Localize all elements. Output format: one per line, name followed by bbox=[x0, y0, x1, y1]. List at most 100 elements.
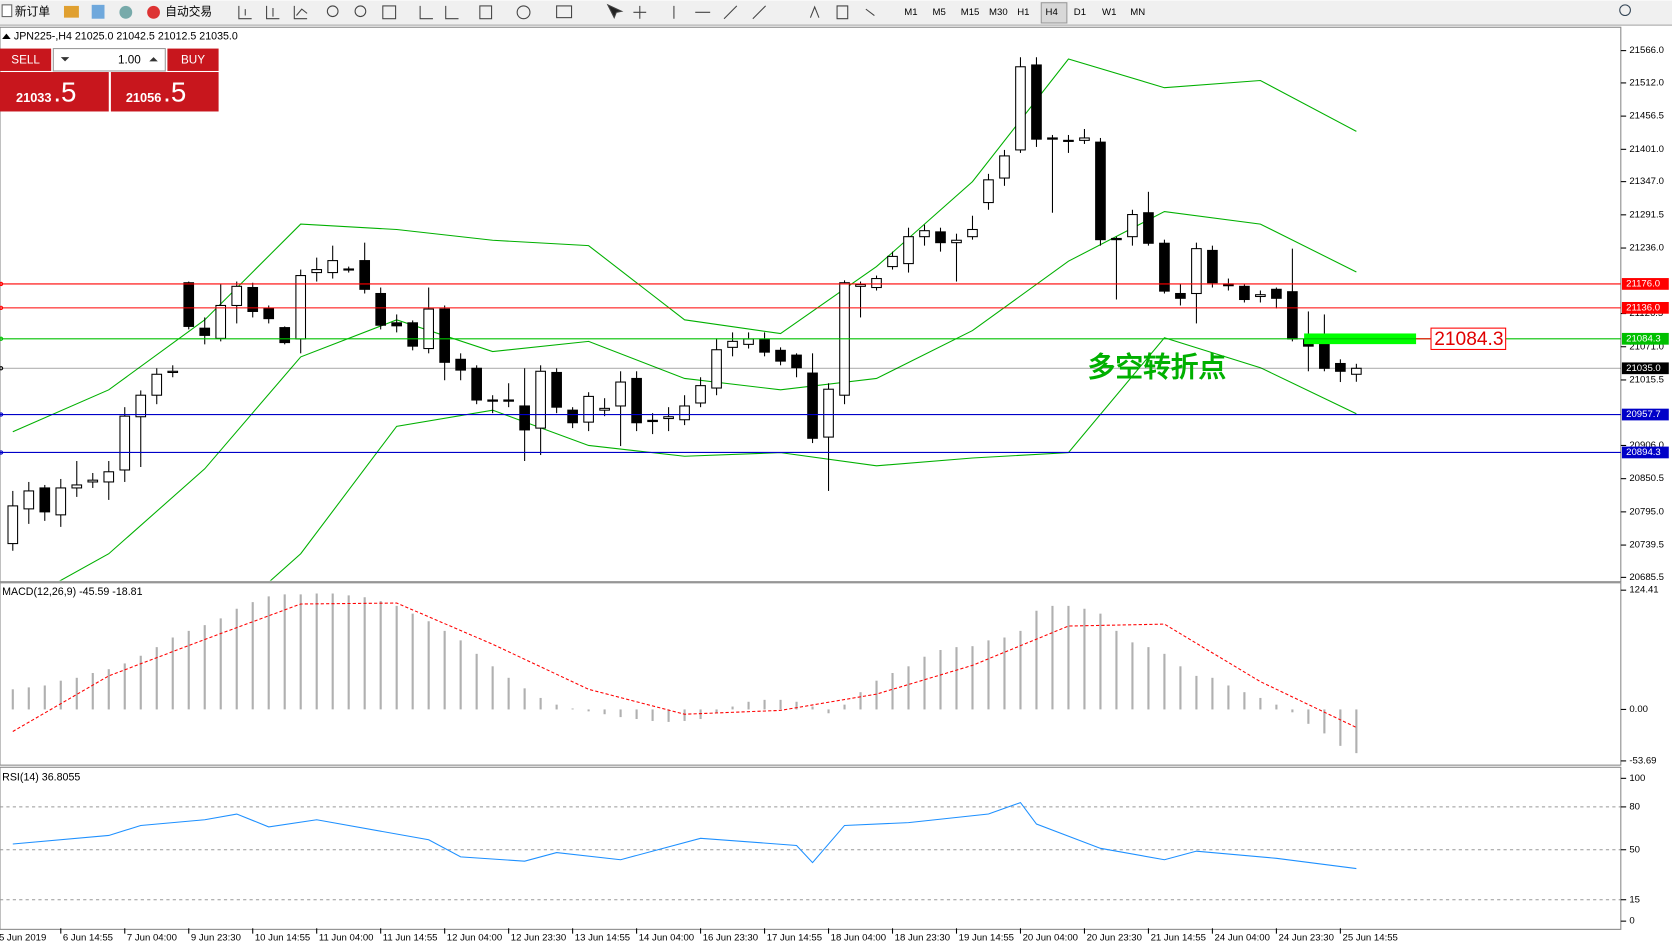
new-order-button[interactable]: 新订单 bbox=[15, 4, 50, 18]
candle-body bbox=[167, 370, 179, 374]
timeframe-button[interactable]: M30 bbox=[989, 7, 1008, 18]
candle-body bbox=[1111, 237, 1122, 241]
x-tick-label: 13 Jun 14:55 bbox=[575, 932, 630, 943]
candle-body bbox=[647, 419, 658, 423]
auto-trading-button[interactable]: 自动交易 bbox=[165, 4, 212, 18]
icon[interactable] bbox=[63, 5, 79, 18]
x-tick-label: 12 Jun 23:30 bbox=[511, 932, 566, 943]
timeframe-button[interactable]: H4 bbox=[1046, 7, 1059, 18]
candle-body bbox=[679, 405, 690, 421]
icon[interactable] bbox=[809, 5, 875, 20]
candle-body bbox=[407, 322, 418, 347]
candle-body bbox=[599, 407, 610, 411]
candle-body bbox=[1175, 292, 1186, 299]
sell-price[interactable]: 21033 bbox=[16, 90, 52, 105]
lot-input[interactable] bbox=[52, 48, 166, 72]
timeframe-button[interactable]: MN bbox=[1130, 7, 1145, 18]
sell-button[interactable] bbox=[0, 48, 52, 71]
icon[interactable] bbox=[119, 5, 133, 19]
chart-header: JPN225-,H4 21025.0 21042.5 21012.5 21035… bbox=[14, 31, 238, 43]
candle-body bbox=[727, 340, 738, 348]
collapse-icon[interactable] bbox=[2, 33, 11, 39]
icon[interactable] bbox=[1, 4, 13, 18]
level-anchor bbox=[0, 305, 4, 310]
lot-value[interactable]: 1.00 bbox=[118, 53, 141, 66]
candle-body bbox=[935, 231, 946, 244]
sell-fraction[interactable]: .5 bbox=[53, 77, 76, 108]
y-tick-label: -53.69 bbox=[1629, 755, 1656, 766]
rsi-panel bbox=[0, 766, 1622, 930]
level-anchor bbox=[0, 366, 4, 371]
icon[interactable] bbox=[238, 5, 252, 20]
candle-body bbox=[1095, 141, 1106, 241]
level-label: 20894.3 bbox=[1626, 447, 1661, 458]
y-tick-label: 21566.0 bbox=[1629, 45, 1664, 56]
timeframe-button[interactable]: M15 bbox=[961, 7, 980, 18]
candle-body bbox=[871, 278, 882, 289]
candle-body bbox=[311, 269, 323, 274]
candle-body bbox=[423, 308, 434, 350]
timeframe-button[interactable]: W1 bbox=[1102, 7, 1116, 18]
rsi-line bbox=[12, 801, 1357, 870]
timeframe-button[interactable]: M5 bbox=[933, 7, 946, 18]
candle-body bbox=[631, 377, 642, 424]
x-tick-label: 20 Jun 04:00 bbox=[1023, 932, 1078, 943]
icon[interactable] bbox=[293, 5, 308, 20]
buy-label[interactable]: BUY bbox=[181, 53, 205, 66]
level-label-bg bbox=[1621, 446, 1669, 459]
icon[interactable] bbox=[147, 5, 160, 19]
x-tick-label: 14 Jun 04:00 bbox=[639, 932, 694, 943]
icon[interactable] bbox=[91, 4, 105, 19]
candle-body bbox=[919, 230, 930, 238]
candle-body bbox=[215, 304, 227, 339]
marker-label-box bbox=[1430, 327, 1507, 350]
icon[interactable] bbox=[326, 5, 339, 18]
macd-panel bbox=[0, 582, 1622, 766]
buy-button[interactable] bbox=[167, 48, 219, 71]
candle-body bbox=[583, 395, 594, 423]
sell-label[interactable]: SELL bbox=[11, 53, 40, 66]
candle-body bbox=[439, 308, 450, 363]
icon[interactable] bbox=[266, 5, 280, 20]
y-tick-label: 21456.5 bbox=[1629, 111, 1664, 122]
icon[interactable] bbox=[419, 5, 459, 20]
timeframe-button[interactable]: D1 bbox=[1074, 7, 1086, 18]
candle-body bbox=[1335, 362, 1346, 372]
icon[interactable] bbox=[606, 3, 624, 19]
main-panel bbox=[0, 26, 1622, 583]
y-tick-label: 124.41 bbox=[1629, 585, 1658, 596]
annotation: 多空转折点 bbox=[1088, 350, 1227, 383]
x-tick-label: 9 Jun 23:30 bbox=[191, 932, 241, 943]
plot-area bbox=[7, 57, 1417, 581]
candle-body bbox=[1031, 64, 1042, 140]
x-tick-label: 12 Jun 04:00 bbox=[447, 932, 502, 943]
candle-body bbox=[615, 381, 626, 407]
buy-fraction[interactable]: .5 bbox=[163, 77, 186, 108]
icon[interactable] bbox=[556, 5, 573, 19]
icon[interactable] bbox=[516, 5, 531, 20]
search-icon[interactable] bbox=[1619, 4, 1631, 17]
candle-body bbox=[519, 405, 530, 431]
y-tick-label: 50 bbox=[1629, 844, 1640, 855]
timeframe-button[interactable]: M1 bbox=[904, 7, 917, 18]
buy-price[interactable]: 21056 bbox=[126, 90, 162, 105]
y-tick-label: 21236.0 bbox=[1629, 243, 1664, 254]
toolbar-bg bbox=[0, 0, 1672, 26]
x-tick-label: 18 Jun 04:00 bbox=[831, 932, 886, 943]
level-anchor bbox=[0, 281, 4, 287]
icon[interactable] bbox=[382, 5, 397, 20]
buy-price-box[interactable] bbox=[110, 72, 219, 112]
timeframe-button[interactable]: H1 bbox=[1017, 7, 1029, 18]
icon[interactable] bbox=[354, 5, 367, 18]
candle-body bbox=[103, 471, 115, 483]
icon[interactable] bbox=[633, 5, 766, 20]
level-label: 21084.3 bbox=[1626, 333, 1661, 344]
candle-body bbox=[7, 505, 19, 545]
candle-body bbox=[775, 349, 786, 362]
level-label-bg bbox=[1621, 301, 1669, 314]
icon[interactable] bbox=[479, 5, 493, 20]
candle-body bbox=[759, 339, 770, 353]
candle-body bbox=[231, 285, 243, 307]
sell-price-box[interactable] bbox=[0, 72, 109, 112]
